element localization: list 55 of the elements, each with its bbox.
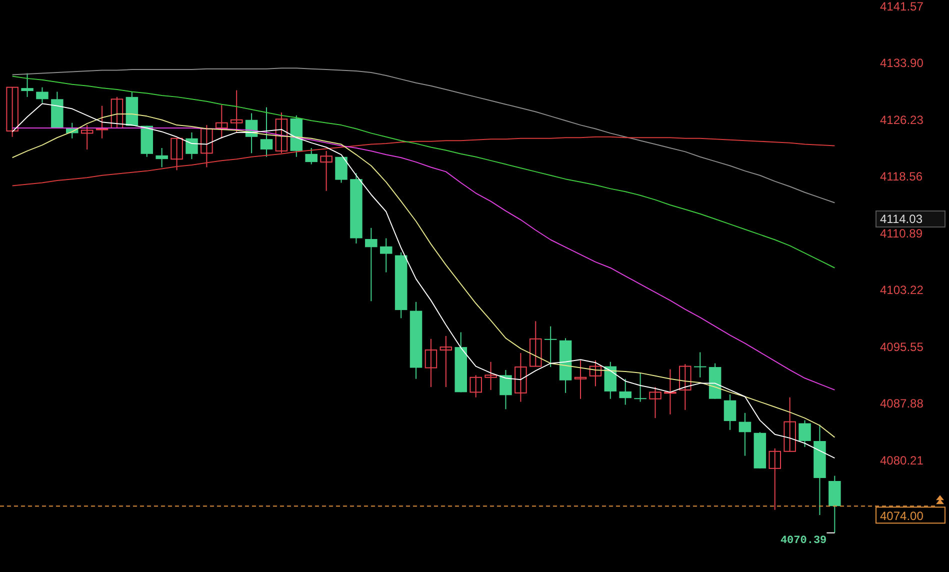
candlestick — [21, 72, 34, 98]
y-tick-label: 4133.90 — [880, 56, 924, 70]
candlestick — [589, 360, 602, 387]
candlestick — [679, 364, 692, 410]
candlestick — [80, 124, 94, 150]
candlestick — [320, 150, 332, 192]
candlestick — [335, 156, 348, 184]
candlestick — [96, 105, 108, 139]
candlestick — [36, 86, 48, 104]
candlestick — [156, 147, 168, 168]
y-tick-label: 4103.22 — [880, 283, 924, 298]
candlestick — [784, 396, 796, 452]
candlestick — [530, 320, 542, 367]
candlestick — [484, 361, 497, 390]
y-tick-label: 4118.56 — [880, 170, 923, 184]
candlestick — [440, 335, 452, 388]
candlestick — [798, 420, 811, 448]
candlestick — [544, 326, 557, 368]
candlestick — [649, 386, 662, 419]
candlestick — [514, 352, 527, 402]
candlestick — [275, 112, 288, 154]
text: 4114.03 — [880, 212, 923, 226]
y-tick-label: 4141.57 — [880, 0, 924, 14]
annotation: 4070.39 — [780, 534, 827, 547]
y-tick-label: 4080.21 — [880, 453, 924, 468]
candlestick — [470, 374, 482, 398]
candlestick — [170, 138, 183, 171]
candlestick — [724, 394, 736, 430]
candlestick — [619, 378, 632, 406]
candlestick — [230, 90, 243, 133]
candlestick — [634, 372, 646, 402]
candlestick — [574, 360, 587, 400]
candlestick — [380, 238, 392, 273]
candlestick — [365, 227, 378, 302]
line-series — [12, 136, 836, 186]
line-series — [12, 76, 836, 268]
y-tick-label: 4110.89 — [880, 226, 923, 240]
ref-line-label: 4074.00 — [880, 509, 924, 524]
y-tick-label: 4095.55 — [880, 340, 924, 354]
candlestick — [200, 124, 213, 168]
candlestick — [305, 147, 318, 165]
candlestick — [500, 369, 512, 410]
candlestick — [216, 104, 228, 139]
candlestick — [424, 338, 438, 388]
candlestick — [664, 368, 676, 415]
candlestick — [768, 448, 781, 510]
candlestick — [186, 132, 198, 160]
y-tick-label: 4087.88 — [880, 396, 924, 411]
y-tick-label: 4126.23 — [880, 112, 924, 127]
candlestick — [6, 86, 18, 138]
candlestick — [738, 412, 752, 456]
line-series — [12, 68, 836, 204]
candlestick — [260, 106, 273, 158]
candlestick — [110, 96, 124, 129]
candlestick — [694, 352, 706, 378]
